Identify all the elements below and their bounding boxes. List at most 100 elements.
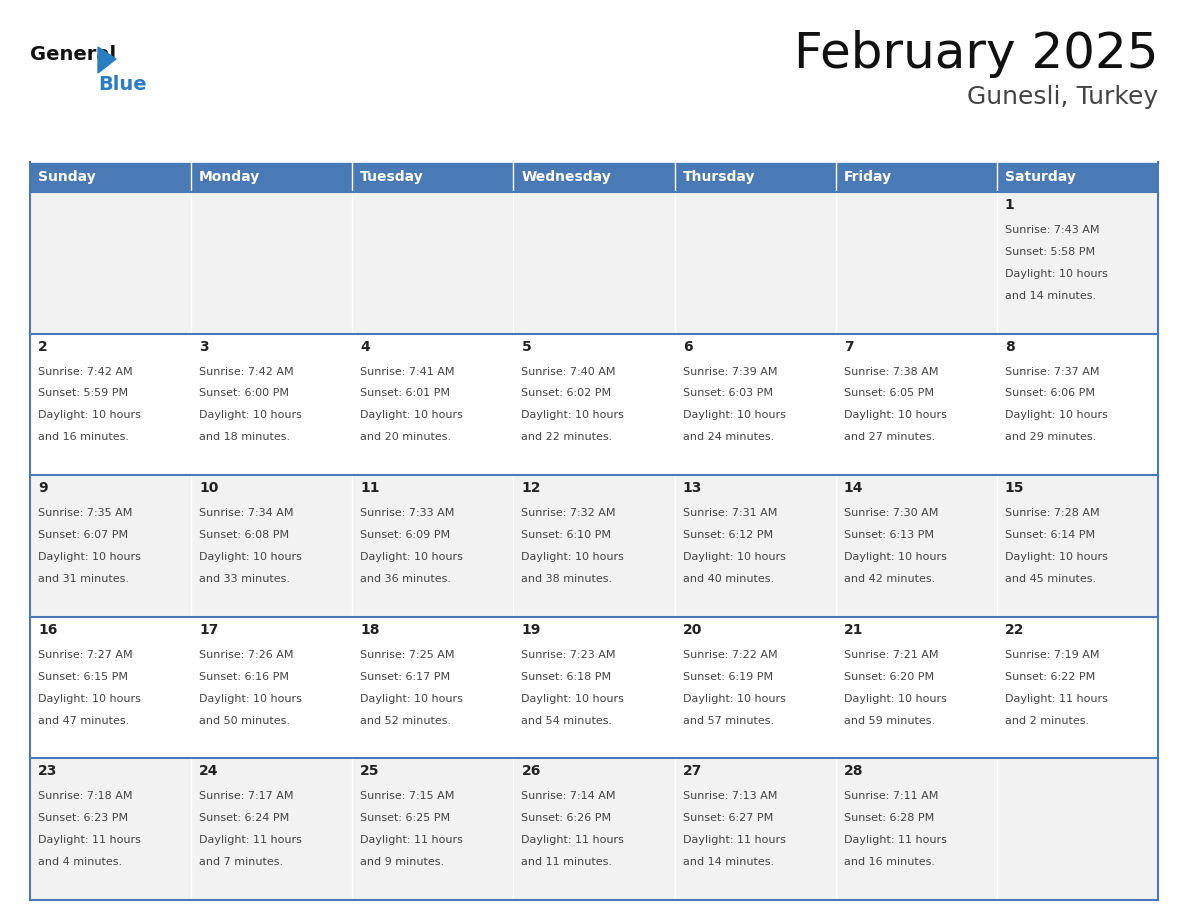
Text: 10: 10 bbox=[200, 481, 219, 495]
Text: 8: 8 bbox=[1005, 340, 1015, 353]
Text: Daylight: 10 hours: Daylight: 10 hours bbox=[843, 552, 947, 562]
Text: Sunrise: 7:17 AM: Sunrise: 7:17 AM bbox=[200, 791, 293, 801]
Text: Daylight: 10 hours: Daylight: 10 hours bbox=[522, 694, 625, 703]
Text: Sunrise: 7:26 AM: Sunrise: 7:26 AM bbox=[200, 650, 293, 660]
Text: Daylight: 11 hours: Daylight: 11 hours bbox=[522, 835, 625, 845]
Text: 18: 18 bbox=[360, 622, 380, 637]
Text: General: General bbox=[30, 45, 116, 64]
Text: and 42 minutes.: and 42 minutes. bbox=[843, 574, 935, 584]
Text: Daylight: 10 hours: Daylight: 10 hours bbox=[1005, 269, 1107, 279]
Bar bbox=[30, 476, 1158, 617]
Text: Sunrise: 7:15 AM: Sunrise: 7:15 AM bbox=[360, 791, 455, 801]
Text: 16: 16 bbox=[38, 622, 57, 637]
Text: and 24 minutes.: and 24 minutes. bbox=[683, 432, 773, 442]
Text: Daylight: 10 hours: Daylight: 10 hours bbox=[200, 410, 302, 420]
Text: and 27 minutes.: and 27 minutes. bbox=[843, 432, 935, 442]
Bar bbox=[513, 162, 675, 192]
Bar bbox=[353, 162, 513, 192]
Bar bbox=[30, 617, 1158, 758]
Text: 26: 26 bbox=[522, 765, 541, 778]
Text: Sunset: 6:13 PM: Sunset: 6:13 PM bbox=[843, 530, 934, 540]
Text: Sunrise: 7:23 AM: Sunrise: 7:23 AM bbox=[522, 650, 617, 660]
Text: Sunset: 6:06 PM: Sunset: 6:06 PM bbox=[1005, 388, 1095, 398]
Text: Daylight: 10 hours: Daylight: 10 hours bbox=[522, 410, 625, 420]
Text: Sunset: 6:24 PM: Sunset: 6:24 PM bbox=[200, 813, 290, 823]
Bar bbox=[835, 162, 997, 192]
Text: February 2025: February 2025 bbox=[794, 30, 1158, 78]
Text: Daylight: 10 hours: Daylight: 10 hours bbox=[38, 552, 141, 562]
Text: 5: 5 bbox=[522, 340, 531, 353]
Text: and 40 minutes.: and 40 minutes. bbox=[683, 574, 773, 584]
Text: Sunset: 6:12 PM: Sunset: 6:12 PM bbox=[683, 530, 772, 540]
Text: 25: 25 bbox=[360, 765, 380, 778]
Text: Sunrise: 7:21 AM: Sunrise: 7:21 AM bbox=[843, 650, 939, 660]
Text: Blue: Blue bbox=[97, 75, 146, 94]
Bar bbox=[675, 162, 835, 192]
Text: 19: 19 bbox=[522, 622, 541, 637]
Text: 11: 11 bbox=[360, 481, 380, 495]
Text: Sunset: 6:14 PM: Sunset: 6:14 PM bbox=[1005, 530, 1095, 540]
Text: Sunset: 6:00 PM: Sunset: 6:00 PM bbox=[200, 388, 289, 398]
Text: and 16 minutes.: and 16 minutes. bbox=[843, 857, 935, 868]
Text: Sunset: 5:58 PM: Sunset: 5:58 PM bbox=[1005, 247, 1095, 257]
Text: Sunrise: 7:14 AM: Sunrise: 7:14 AM bbox=[522, 791, 617, 801]
Text: Sunday: Sunday bbox=[38, 170, 96, 184]
Text: Daylight: 10 hours: Daylight: 10 hours bbox=[843, 410, 947, 420]
Text: 22: 22 bbox=[1005, 622, 1024, 637]
Text: Sunset: 6:28 PM: Sunset: 6:28 PM bbox=[843, 813, 934, 823]
Bar bbox=[30, 333, 1158, 476]
Bar bbox=[191, 162, 353, 192]
Text: and 50 minutes.: and 50 minutes. bbox=[200, 715, 290, 725]
Text: Sunset: 6:07 PM: Sunset: 6:07 PM bbox=[38, 530, 128, 540]
Text: Sunrise: 7:39 AM: Sunrise: 7:39 AM bbox=[683, 366, 777, 376]
Text: 15: 15 bbox=[1005, 481, 1024, 495]
Text: 13: 13 bbox=[683, 481, 702, 495]
Text: Saturday: Saturday bbox=[1005, 170, 1076, 184]
Text: Sunrise: 7:35 AM: Sunrise: 7:35 AM bbox=[38, 508, 132, 518]
Text: Daylight: 11 hours: Daylight: 11 hours bbox=[200, 835, 302, 845]
Text: Tuesday: Tuesday bbox=[360, 170, 424, 184]
Text: Sunrise: 7:37 AM: Sunrise: 7:37 AM bbox=[1005, 366, 1099, 376]
Text: 7: 7 bbox=[843, 340, 853, 353]
Text: 14: 14 bbox=[843, 481, 864, 495]
Text: Daylight: 10 hours: Daylight: 10 hours bbox=[200, 694, 302, 703]
Text: 28: 28 bbox=[843, 765, 864, 778]
Text: Gunesli, Turkey: Gunesli, Turkey bbox=[967, 85, 1158, 109]
Text: 17: 17 bbox=[200, 622, 219, 637]
Text: and 22 minutes.: and 22 minutes. bbox=[522, 432, 613, 442]
Text: Daylight: 11 hours: Daylight: 11 hours bbox=[843, 835, 947, 845]
Text: 27: 27 bbox=[683, 765, 702, 778]
Text: Daylight: 10 hours: Daylight: 10 hours bbox=[38, 410, 141, 420]
Text: Sunrise: 7:22 AM: Sunrise: 7:22 AM bbox=[683, 650, 777, 660]
Text: and 2 minutes.: and 2 minutes. bbox=[1005, 715, 1089, 725]
Text: and 33 minutes.: and 33 minutes. bbox=[200, 574, 290, 584]
Text: Sunset: 6:03 PM: Sunset: 6:03 PM bbox=[683, 388, 772, 398]
Text: and 4 minutes.: and 4 minutes. bbox=[38, 857, 122, 868]
Text: Sunset: 6:16 PM: Sunset: 6:16 PM bbox=[200, 672, 289, 682]
Text: Daylight: 11 hours: Daylight: 11 hours bbox=[360, 835, 463, 845]
Text: Sunset: 6:15 PM: Sunset: 6:15 PM bbox=[38, 672, 128, 682]
Text: Daylight: 10 hours: Daylight: 10 hours bbox=[683, 410, 785, 420]
Text: Sunrise: 7:30 AM: Sunrise: 7:30 AM bbox=[843, 508, 939, 518]
Text: 2: 2 bbox=[38, 340, 48, 353]
Text: and 11 minutes.: and 11 minutes. bbox=[522, 857, 613, 868]
Text: Friday: Friday bbox=[843, 170, 892, 184]
Text: 1: 1 bbox=[1005, 198, 1015, 212]
Text: Sunset: 6:26 PM: Sunset: 6:26 PM bbox=[522, 813, 612, 823]
Text: Daylight: 10 hours: Daylight: 10 hours bbox=[360, 410, 463, 420]
Text: 6: 6 bbox=[683, 340, 693, 353]
Text: Daylight: 10 hours: Daylight: 10 hours bbox=[683, 552, 785, 562]
Text: Sunrise: 7:25 AM: Sunrise: 7:25 AM bbox=[360, 650, 455, 660]
Text: Daylight: 11 hours: Daylight: 11 hours bbox=[38, 835, 141, 845]
Text: 9: 9 bbox=[38, 481, 48, 495]
Text: Sunrise: 7:41 AM: Sunrise: 7:41 AM bbox=[360, 366, 455, 376]
Text: Sunrise: 7:31 AM: Sunrise: 7:31 AM bbox=[683, 508, 777, 518]
Text: Daylight: 10 hours: Daylight: 10 hours bbox=[1005, 410, 1107, 420]
Bar bbox=[997, 162, 1158, 192]
Text: 4: 4 bbox=[360, 340, 371, 353]
Text: and 7 minutes.: and 7 minutes. bbox=[200, 857, 283, 868]
Text: Sunset: 6:10 PM: Sunset: 6:10 PM bbox=[522, 530, 612, 540]
Text: Sunset: 6:27 PM: Sunset: 6:27 PM bbox=[683, 813, 773, 823]
Text: Daylight: 11 hours: Daylight: 11 hours bbox=[1005, 694, 1107, 703]
Text: Sunset: 6:23 PM: Sunset: 6:23 PM bbox=[38, 813, 128, 823]
